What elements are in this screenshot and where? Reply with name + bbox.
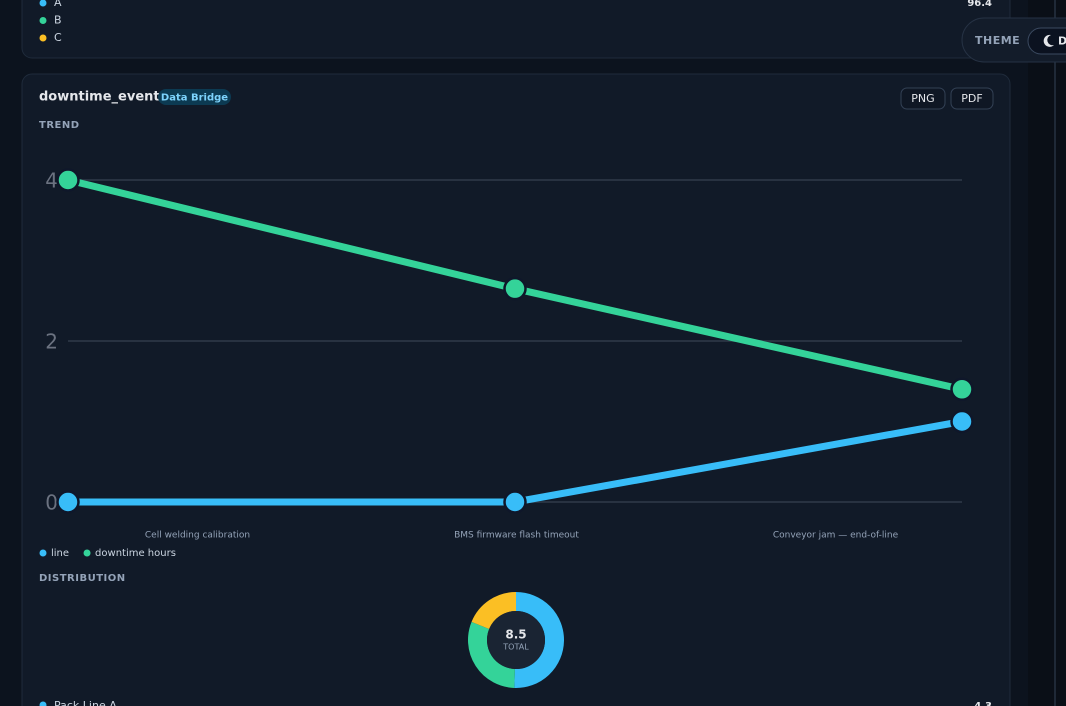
donut-hole [487,611,545,669]
theme-label: THEME [975,34,1020,47]
donut-segment [471,592,517,630]
pdf-button-text[interactable]: PDF [961,92,982,105]
point [950,409,974,434]
legend-label: B [54,14,62,27]
section-heading: TREND [39,120,80,131]
legend-dot [39,701,47,706]
legend-value: 96.4 [967,0,992,9]
legend-dot [39,17,47,24]
card-title: downtime_events [39,90,168,105]
x-tick-label: Conveyor jam — end-of-line [773,531,899,541]
point [503,490,527,514]
legend-label: downtime hours [95,548,176,559]
pdf-button[interactable] [950,87,994,110]
png-button-text[interactable]: PNG [911,92,934,105]
badge [158,89,231,105]
section-heading: DISTRIBUTION [39,573,126,584]
y-tick-label: 0 [45,491,58,515]
y-tick-label: 4 [45,169,58,193]
legend-label: line [51,548,69,559]
moon-icon [1043,34,1054,47]
badge-text: Data Bridge [161,93,228,104]
legend-dot [83,549,91,557]
donut-segment [514,592,564,688]
legend-label: A [54,0,62,9]
top-card [21,0,1011,59]
point [950,377,974,402]
x-tick-label: BMS firmware flash timeout [454,531,579,541]
donut-segment [468,621,516,688]
y-tick-label: 2 [45,330,58,354]
x-tick-label: Cell welding calibration [145,531,250,541]
donut-total-label: TOTAL [502,643,529,652]
legend-dot [39,34,47,42]
side-strip [1028,0,1066,706]
donut-total: 8.5 [505,628,526,642]
legend-dot [39,0,47,7]
legend-dot [39,549,47,557]
point [56,168,80,192]
legend-label: Pack Line A [54,699,117,706]
legend-value: 4.3 [974,701,992,706]
legend-label: C [54,31,62,44]
point [56,490,80,514]
theme-button-text[interactable]: D [1058,35,1066,48]
point [503,276,527,301]
png-button[interactable] [900,87,946,110]
